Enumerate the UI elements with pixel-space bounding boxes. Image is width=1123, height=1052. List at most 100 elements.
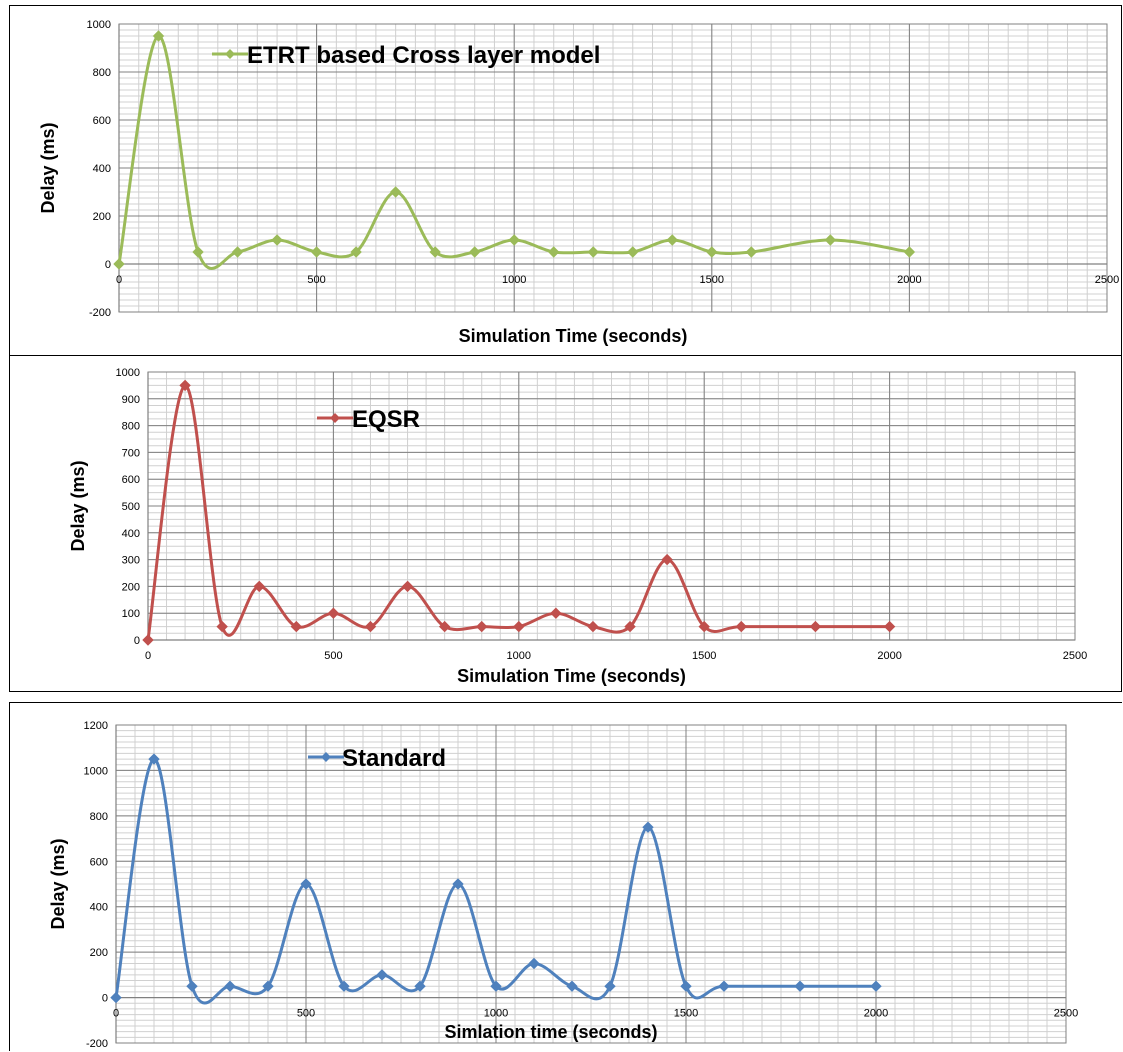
x-tick-label: 2500: [1063, 650, 1087, 662]
y-tick-label: 800: [93, 67, 111, 79]
y-tick-label: 800: [122, 421, 140, 433]
y-tick-label: 1000: [84, 765, 108, 777]
data-point-marker: [604, 980, 616, 992]
chart-panel-etrt: -200 0 200 400 600 800 1000 0 500 1000 1500 2000 250…: [9, 5, 1122, 356]
data-point-marker: [142, 634, 154, 646]
series-line: [146, 383, 892, 642]
y-tick-label: 600: [93, 115, 111, 127]
data-point-marker: [452, 878, 464, 890]
y-tick-label: 900: [122, 394, 140, 406]
data-point-marker: [414, 980, 426, 992]
y-tick-label: 0: [105, 259, 111, 271]
x-tick-label: 2000: [897, 274, 921, 286]
legend-marker-swatch: [330, 413, 340, 423]
data-point-marker: [661, 553, 673, 566]
delay-chart-etrt: -200 0 200 400 600 800 1000 0 500 1000 1500 2000 250…: [38, 19, 1119, 346]
minor-gridlines: [115, 724, 1067, 1044]
y-tick-label: 200: [93, 211, 111, 223]
data-point-marker: [735, 620, 747, 633]
x-tick-label: 500: [297, 1008, 315, 1020]
data-point-marker: [903, 246, 916, 258]
data-point-marker: [548, 246, 560, 258]
x-tick-label: 1500: [700, 274, 724, 286]
y-tick-label: 600: [122, 474, 140, 486]
y-axis-title: Delay (ms): [38, 122, 58, 213]
data-point-marker: [587, 620, 599, 633]
y-tick-label: 800: [90, 811, 108, 823]
data-point-marker: [513, 620, 525, 633]
data-point-marker: [680, 980, 692, 992]
data-point-marker: [338, 980, 350, 992]
x-axis-title: Simulation Time (seconds): [459, 326, 688, 346]
data-point-marker: [718, 980, 730, 992]
data-point-marker: [666, 234, 678, 246]
y-tick-label: -200: [86, 1038, 108, 1050]
x-tick-label: 0: [113, 1008, 119, 1020]
data-point-marker: [870, 980, 882, 992]
legend-marker-swatch: [225, 49, 235, 59]
data-point-marker: [587, 246, 599, 258]
x-axis-title: Simulation Time (seconds): [457, 666, 686, 686]
x-tick-label: 0: [145, 650, 151, 662]
x-tick-label: 1500: [674, 1008, 698, 1020]
data-point-marker: [376, 969, 388, 981]
y-tick-label: 200: [122, 581, 140, 593]
y-tick-label: 600: [90, 856, 108, 868]
data-point-marker: [824, 234, 837, 246]
data-point-marker: [350, 246, 362, 258]
y-tick-label: 200: [90, 947, 108, 959]
y-tick-label: 1000: [116, 367, 140, 379]
x-tick-label: 500: [307, 274, 325, 286]
data-point-marker: [438, 620, 451, 633]
data-point-marker: [253, 580, 265, 593]
y-axis-title: Delay (ms): [68, 460, 88, 551]
y-tick-label: 500: [122, 501, 140, 513]
data-point-marker: [110, 991, 122, 1004]
series-line: [114, 757, 878, 1005]
data-point-marker: [179, 379, 191, 392]
x-tick-label: 2000: [877, 650, 901, 662]
data-point-marker: [113, 258, 125, 270]
data-point-marker: [192, 246, 204, 258]
data-point-marker: [389, 186, 402, 198]
legend-label: ETRT based Cross layer model: [247, 42, 600, 69]
data-point-marker: [476, 620, 488, 633]
data-point-marker: [642, 821, 654, 833]
legend-marker-swatch: [321, 752, 331, 762]
data-point-marker: [809, 620, 822, 633]
data-point-marker: [698, 620, 710, 633]
delay-chart-eqsr: 0 100 200 300 400 500 600 700 800 900 1000 0 500 1000…: [68, 367, 1087, 686]
data-point-marker: [627, 246, 639, 258]
data-point-marker: [429, 246, 441, 258]
data-point-marker: [216, 620, 228, 633]
data-point-marker: [300, 878, 312, 890]
data-point-marker: [566, 980, 578, 992]
x-tick-label: 0: [116, 274, 122, 286]
data-point-marker: [327, 607, 340, 619]
y-tick-label: 700: [122, 447, 140, 459]
legend-label: Standard: [342, 745, 446, 772]
data-point-marker: [271, 234, 283, 246]
data-point-marker: [262, 980, 274, 992]
y-axis-title: Delay (ms): [48, 838, 68, 929]
y-tick-label: 100: [122, 608, 140, 620]
data-point-marker: [224, 980, 236, 992]
data-point-marker: [528, 957, 540, 970]
x-tick-label: 500: [324, 650, 342, 662]
x-tick-label: 2500: [1095, 274, 1119, 286]
data-point-marker: [624, 620, 636, 633]
y-tick-label: 1200: [84, 720, 108, 732]
data-point-marker: [364, 620, 377, 633]
x-tick-label: 1500: [692, 650, 716, 662]
chart-panel-standard: -200 0 200 400 600 800 1000 1200 0 500 1000 1500 200…: [9, 702, 1122, 1051]
data-point-marker: [550, 607, 562, 619]
data-point-marker: [401, 580, 414, 593]
data-point-marker: [508, 234, 520, 246]
data-point-marker: [231, 246, 244, 258]
y-tick-label: 400: [90, 902, 108, 914]
data-point-marker: [745, 246, 758, 258]
data-point-marker: [290, 620, 303, 633]
data-point-marker: [468, 246, 481, 258]
data-point-marker: [490, 980, 502, 992]
data-point-marker: [148, 753, 160, 765]
